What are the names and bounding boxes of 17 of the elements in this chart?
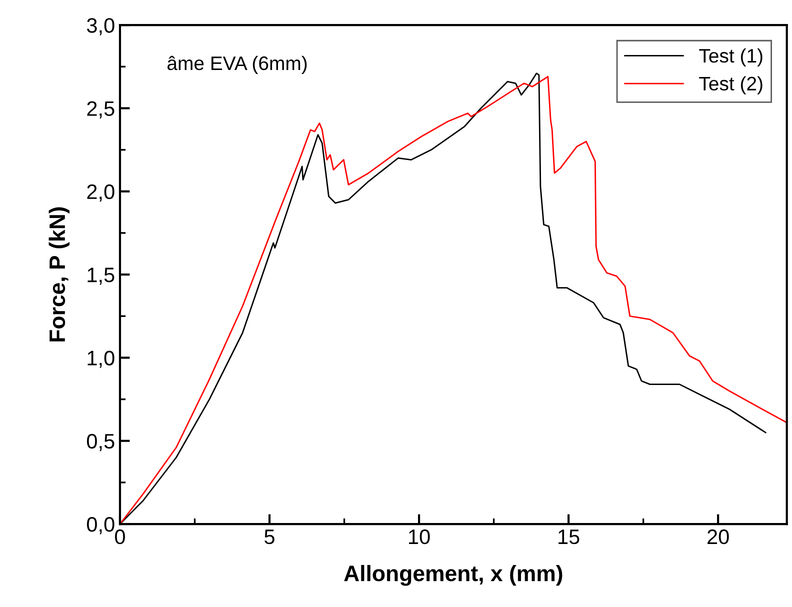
legend-label: Test (2) bbox=[699, 76, 762, 94]
y-tick-label: 1,5 bbox=[88, 268, 114, 285]
y-tick-label: 2,0 bbox=[87, 184, 114, 202]
x-tick-label: 0 bbox=[115, 529, 125, 544]
annotation: âme EVA (6mm) bbox=[167, 56, 307, 74]
x-tick-label: 10 bbox=[409, 529, 430, 544]
y-tick-label: 0,5 bbox=[86, 434, 114, 452]
y-tick-label: 0,0 bbox=[86, 517, 114, 534]
x-tick-label: 20 bbox=[708, 529, 729, 544]
y-tick-label: 2,5 bbox=[87, 101, 114, 118]
legend-label: Test (1) bbox=[699, 48, 762, 67]
x-tick-label: 15 bbox=[558, 530, 580, 544]
x-tick-label: 5 bbox=[264, 530, 274, 544]
y-tick-label: 3,0 bbox=[86, 18, 114, 36]
x-axis-title: Allongement, x (mm) bbox=[344, 564, 562, 586]
y-tick-label: 1,0 bbox=[88, 350, 114, 368]
y-axis-title: Force, P (kN) bbox=[48, 207, 70, 342]
